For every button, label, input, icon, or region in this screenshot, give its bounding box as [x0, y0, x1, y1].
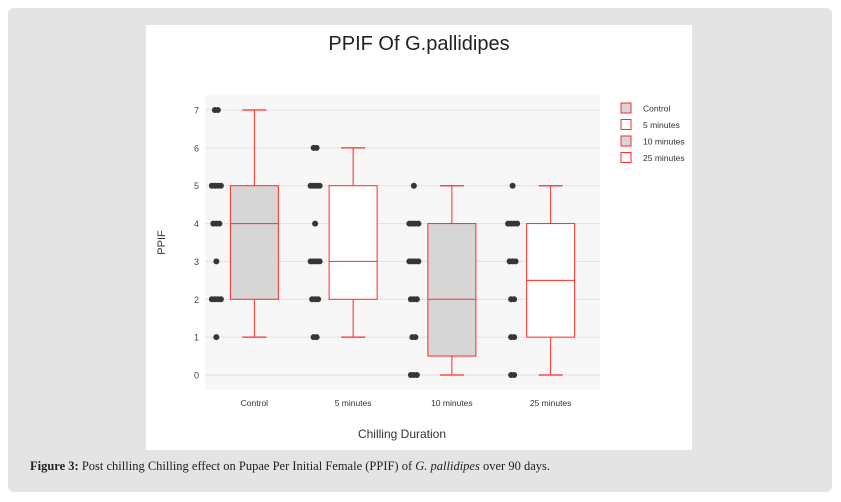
x-tick-label: 5 minutes	[335, 398, 372, 408]
y-tick-label: 2	[194, 295, 199, 305]
legend-label: Control	[643, 104, 671, 114]
caption-species: G. pallidipes	[415, 459, 480, 473]
data-point	[413, 372, 420, 378]
legend-swatch	[620, 102, 632, 114]
chart-title: PPIF Of G.pallidipes	[328, 33, 509, 55]
x-tick-label: 10 minutes	[431, 398, 473, 408]
legend-swatch	[620, 135, 632, 147]
box	[427, 223, 477, 357]
data-point	[410, 182, 417, 189]
caption-label: Figure 3:	[30, 459, 79, 473]
legend-swatch	[620, 152, 632, 163]
data-point	[312, 220, 319, 227]
data-point	[511, 334, 518, 341]
y-tick-label: 4	[194, 219, 199, 229]
x-tick-label: 25 minutes	[530, 398, 572, 408]
data-point	[415, 258, 422, 265]
data-point	[214, 107, 221, 113]
y-tick-label: 7	[194, 106, 199, 116]
data-point	[511, 372, 518, 378]
data-point	[316, 258, 323, 265]
data-point	[509, 182, 516, 189]
figure-caption: Figure 3: Post chilling Chilling effect …	[30, 459, 550, 474]
legend-label: 5 minutes	[643, 120, 680, 130]
data-point	[415, 220, 422, 227]
x-axis-label: Chilling Duration	[358, 427, 446, 441]
legend-label: 25 minutes	[643, 153, 685, 163]
y-tick-label: 5	[194, 181, 199, 191]
data-point	[512, 258, 519, 265]
data-point	[511, 296, 518, 303]
y-tick-label: 6	[194, 143, 199, 153]
data-point	[316, 182, 323, 189]
y-tick-label: 3	[194, 257, 199, 267]
box-plot: PPIF Of G.pallidipes 0 1 2 3 4 5 6 7 PPIF Chilling…	[156, 33, 685, 441]
data-point	[315, 296, 322, 303]
data-point	[413, 296, 420, 303]
data-point	[213, 334, 220, 341]
y-tick-label: 0	[194, 371, 199, 381]
data-point	[217, 182, 224, 189]
legend-swatch	[620, 119, 632, 130]
y-tick-label: 1	[194, 333, 199, 343]
legend-label: 10 minutes	[643, 137, 685, 147]
box	[229, 185, 279, 300]
data-point	[313, 334, 320, 341]
data-point	[313, 144, 320, 151]
x-tick-label: Control	[241, 398, 269, 408]
box	[328, 185, 378, 300]
data-point	[213, 258, 220, 265]
data-point	[216, 220, 223, 227]
caption-tail: over 90 days.	[479, 459, 550, 473]
data-point	[514, 220, 521, 227]
data-point	[412, 334, 419, 341]
data-point	[217, 296, 224, 303]
y-axis-label: PPIF	[156, 230, 168, 255]
caption-text: Post chilling Chilling effect on Pupae P…	[78, 459, 416, 473]
